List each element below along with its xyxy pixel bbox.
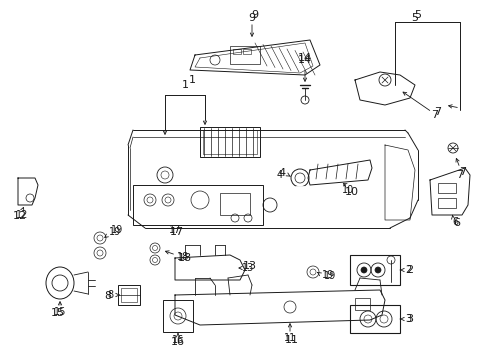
Text: 14: 14: [297, 53, 311, 63]
Bar: [133, 185, 263, 225]
Text: 5: 5: [411, 13, 418, 23]
Text: 10: 10: [341, 185, 353, 195]
Text: 7: 7: [455, 170, 463, 180]
Text: 4: 4: [278, 168, 285, 178]
Bar: [229, 46, 260, 64]
Text: 19: 19: [109, 227, 121, 237]
Text: 8: 8: [107, 290, 113, 300]
Text: 1: 1: [181, 80, 188, 90]
Text: 7: 7: [433, 107, 441, 117]
Text: 3: 3: [404, 314, 410, 324]
Text: 9: 9: [251, 10, 258, 20]
Circle shape: [374, 267, 380, 273]
Bar: [349, 305, 399, 333]
Text: 16: 16: [171, 335, 184, 345]
Text: 17: 17: [170, 227, 183, 237]
Text: 13: 13: [243, 261, 257, 271]
Bar: [163, 300, 193, 332]
Text: 5: 5: [414, 10, 421, 20]
Text: 18: 18: [177, 252, 189, 262]
Bar: [220, 193, 249, 215]
Text: 4: 4: [276, 170, 283, 180]
Text: 17: 17: [168, 225, 181, 235]
Text: 19: 19: [111, 225, 123, 235]
Text: 6: 6: [451, 217, 457, 227]
Bar: [203, 130, 257, 154]
Text: 19: 19: [323, 271, 335, 281]
Text: 9: 9: [248, 13, 255, 23]
Text: 19: 19: [321, 270, 333, 280]
Text: 2: 2: [406, 265, 413, 275]
Circle shape: [360, 267, 366, 273]
Bar: [121, 288, 137, 302]
Text: 18: 18: [178, 253, 192, 263]
Text: 3: 3: [406, 314, 413, 324]
Text: 11: 11: [285, 335, 298, 345]
Text: 12: 12: [16, 210, 28, 220]
Bar: [437, 183, 455, 193]
Text: 8: 8: [104, 291, 111, 301]
Bar: [118, 285, 140, 305]
Text: 7: 7: [459, 167, 466, 177]
Text: 1: 1: [188, 75, 195, 85]
Text: 15: 15: [54, 307, 66, 317]
Text: 11: 11: [284, 333, 296, 343]
Text: 6: 6: [452, 218, 460, 228]
Bar: [437, 198, 455, 208]
Bar: [200, 127, 260, 157]
Text: 14: 14: [297, 55, 311, 65]
Text: 2: 2: [404, 265, 410, 275]
Text: 10: 10: [345, 187, 358, 197]
Text: 15: 15: [51, 308, 65, 318]
Bar: [349, 255, 399, 285]
Text: 16: 16: [171, 337, 184, 347]
Text: 13: 13: [242, 263, 254, 273]
Bar: [243, 49, 250, 54]
Text: 7: 7: [430, 110, 438, 120]
Text: 12: 12: [13, 211, 27, 221]
Bar: [232, 49, 241, 54]
Bar: [354, 298, 369, 310]
